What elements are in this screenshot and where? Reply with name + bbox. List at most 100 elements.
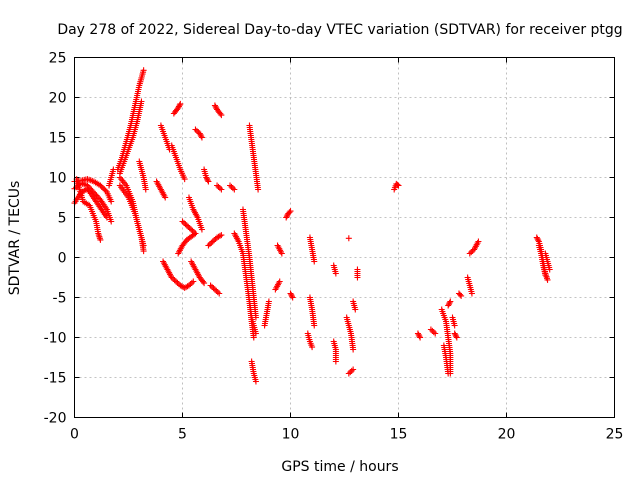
data-point — [283, 213, 290, 220]
data-point — [215, 183, 222, 190]
data-point — [429, 327, 436, 334]
data-point — [216, 232, 223, 239]
data-point — [101, 186, 108, 193]
data-point — [206, 241, 213, 248]
data-point — [417, 334, 424, 341]
data-point — [345, 235, 352, 242]
data-point — [276, 278, 283, 285]
data-point — [175, 103, 182, 110]
data-point — [140, 242, 147, 249]
y-tick-label: -5 — [53, 291, 67, 307]
data-point — [445, 302, 452, 309]
data-point — [191, 229, 198, 236]
data-point — [218, 112, 225, 119]
x-tick-label: 5 — [178, 427, 187, 443]
data-point — [427, 326, 434, 333]
data-point — [197, 131, 204, 138]
data-point — [214, 182, 221, 189]
data-point — [415, 331, 422, 338]
data-point — [205, 178, 212, 185]
y-axis-label: SDTVAR / TECUs — [7, 181, 23, 296]
data-point — [98, 183, 105, 190]
data-point — [468, 290, 475, 297]
plot-frame — [74, 57, 615, 418]
data-point — [457, 291, 464, 298]
data-point — [198, 226, 205, 233]
data-point — [252, 378, 259, 385]
data-point — [209, 238, 216, 245]
data-point — [192, 126, 199, 133]
data-point — [198, 133, 205, 140]
data-point — [446, 299, 453, 306]
data-point — [174, 279, 181, 286]
data-point — [311, 322, 318, 329]
data-point — [288, 291, 295, 298]
data-point — [466, 250, 473, 257]
data-point — [544, 276, 551, 283]
data-point — [213, 287, 220, 294]
data-point — [179, 218, 186, 225]
data-point — [108, 218, 115, 225]
x-axis-label: GPS time / hours — [281, 459, 398, 475]
y-tick-labels: -20 -15 -10 -5 0 5 10 15 20 25 — [44, 51, 67, 427]
data-point — [218, 186, 225, 193]
data-point — [175, 104, 182, 111]
data-point — [453, 334, 460, 341]
y-tick-label: 25 — [49, 51, 67, 67]
data-point — [216, 185, 223, 192]
data-point — [180, 219, 187, 226]
data-point — [227, 182, 234, 189]
data-point — [140, 67, 147, 74]
data-point — [176, 102, 183, 109]
data-point — [217, 110, 224, 117]
data-point — [535, 237, 542, 244]
data-point — [182, 221, 189, 228]
data-point — [542, 272, 549, 279]
data-points — [71, 67, 553, 385]
data-point — [458, 292, 465, 299]
data-point — [287, 208, 294, 215]
data-point — [211, 286, 218, 293]
data-point — [188, 279, 195, 286]
data-point — [453, 333, 460, 340]
data-point — [430, 329, 437, 336]
data-point — [445, 370, 452, 377]
data-point — [97, 236, 104, 243]
data-point — [445, 301, 452, 308]
data-point — [207, 282, 214, 289]
data-point — [97, 182, 104, 189]
data-point — [185, 282, 192, 289]
data-point — [205, 242, 212, 249]
data-point — [255, 186, 262, 193]
data-point — [451, 330, 458, 337]
y-tick-label: 5 — [58, 211, 67, 227]
data-point — [181, 176, 188, 183]
data-point — [309, 344, 316, 351]
x-tick-label: 20 — [498, 427, 516, 443]
data-point — [289, 294, 296, 301]
data-point — [183, 222, 190, 229]
data-point — [201, 280, 208, 287]
data-point — [209, 283, 216, 290]
data-point — [451, 322, 458, 329]
y-tick-label: -15 — [44, 371, 67, 387]
data-point — [546, 266, 553, 273]
data-point — [188, 226, 195, 233]
data-point — [212, 103, 219, 110]
data-point — [203, 174, 210, 181]
data-point — [475, 238, 482, 245]
data-point — [286, 209, 293, 216]
y-tick-label: -10 — [44, 331, 67, 347]
data-point — [200, 278, 207, 285]
data-point — [196, 130, 203, 137]
data-point — [352, 306, 359, 313]
data-point — [229, 185, 236, 192]
data-point — [192, 230, 199, 237]
data-point — [354, 274, 361, 281]
data-point — [350, 366, 357, 373]
data-point — [108, 198, 115, 205]
data-point — [190, 278, 197, 285]
data-point — [168, 274, 175, 281]
data-point — [228, 183, 235, 190]
